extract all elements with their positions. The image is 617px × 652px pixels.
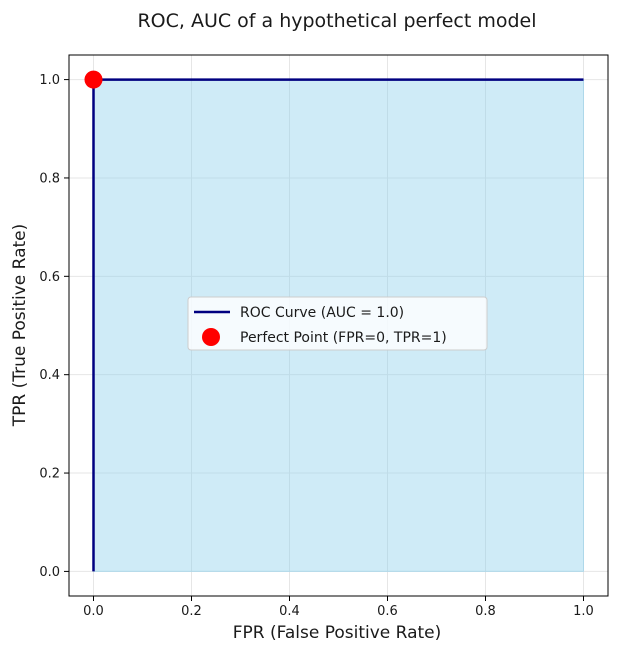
y-tick-label-1: 0.2 — [39, 467, 60, 482]
x-axis-ticks: 0.0 0.2 0.4 0.6 0.8 1.0 — [83, 596, 594, 619]
y-tick-label-0: 0.0 — [39, 565, 60, 580]
x-tick-label-2: 0.4 — [279, 604, 300, 619]
plot-frame — [68, 54, 609, 597]
perfect-point-marker — [84, 70, 103, 89]
legend: ROC Curve (AUC = 1.0) Perfect Point (FPR… — [187, 296, 488, 351]
x-tick-label-3: 0.6 — [377, 604, 398, 619]
chart-title: ROC, AUC of a hypothetical perfect model — [137, 10, 536, 32]
legend-label-roc: ROC Curve (AUC = 1.0) — [240, 305, 404, 321]
x-axis-label: FPR (False Positive Rate) — [233, 623, 442, 643]
y-tick-label-4: 0.8 — [39, 171, 60, 186]
x-tick-label-5: 1.0 — [573, 604, 594, 619]
legend-point-swatch — [202, 328, 220, 346]
x-tick-label-0: 0.0 — [83, 604, 104, 619]
y-tick-label-3: 0.6 — [39, 270, 60, 285]
legend-box — [187, 296, 488, 351]
y-axis-ticks: 0.0 0.2 0.4 0.6 0.8 1.0 — [39, 73, 69, 580]
legend-label-point: Perfect Point (FPR=0, TPR=1) — [240, 330, 447, 346]
y-axis-label: TPR (True Positive Rate) — [10, 224, 30, 428]
x-tick-label-1: 0.2 — [181, 604, 202, 619]
y-tick-label-2: 0.4 — [39, 368, 60, 383]
y-tick-label-5: 1.0 — [39, 73, 60, 88]
x-tick-label-4: 0.8 — [475, 604, 496, 619]
